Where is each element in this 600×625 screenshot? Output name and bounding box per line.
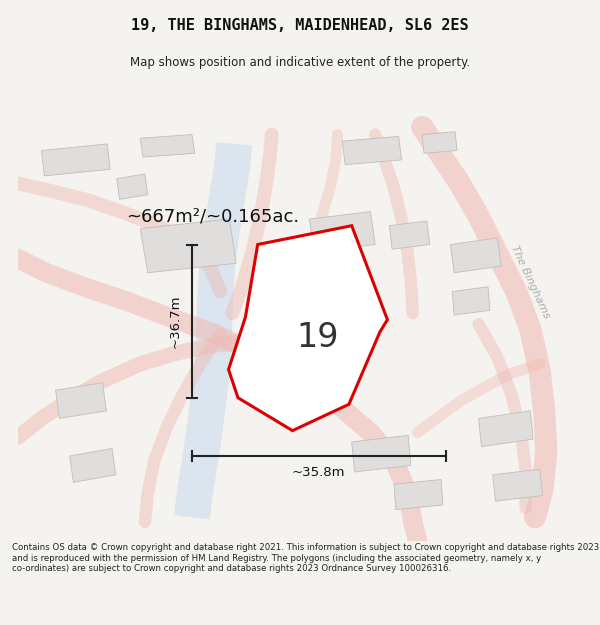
Polygon shape xyxy=(479,411,533,447)
Polygon shape xyxy=(310,212,375,252)
Text: The Binghams: The Binghams xyxy=(509,244,551,320)
Polygon shape xyxy=(140,134,195,157)
Text: ~667m²/~0.165ac.: ~667m²/~0.165ac. xyxy=(126,208,299,225)
Polygon shape xyxy=(41,144,110,176)
Polygon shape xyxy=(140,219,236,272)
Text: ~36.7m: ~36.7m xyxy=(169,294,181,348)
Text: Contains OS data © Crown copyright and database right 2021. This information is : Contains OS data © Crown copyright and d… xyxy=(12,543,599,573)
Polygon shape xyxy=(452,287,490,315)
Polygon shape xyxy=(394,479,443,509)
Polygon shape xyxy=(389,221,430,249)
Text: 19: 19 xyxy=(296,321,338,354)
Polygon shape xyxy=(116,174,148,199)
Polygon shape xyxy=(343,136,401,164)
Polygon shape xyxy=(56,382,106,418)
Polygon shape xyxy=(352,436,411,472)
Text: Map shows position and indicative extent of the property.: Map shows position and indicative extent… xyxy=(130,56,470,69)
Polygon shape xyxy=(493,469,542,501)
Text: ~35.8m: ~35.8m xyxy=(292,466,346,479)
Polygon shape xyxy=(422,132,457,153)
Polygon shape xyxy=(229,226,388,431)
Polygon shape xyxy=(451,238,501,272)
Polygon shape xyxy=(70,449,116,482)
Text: 19, THE BINGHAMS, MAIDENHEAD, SL6 2ES: 19, THE BINGHAMS, MAIDENHEAD, SL6 2ES xyxy=(131,18,469,33)
